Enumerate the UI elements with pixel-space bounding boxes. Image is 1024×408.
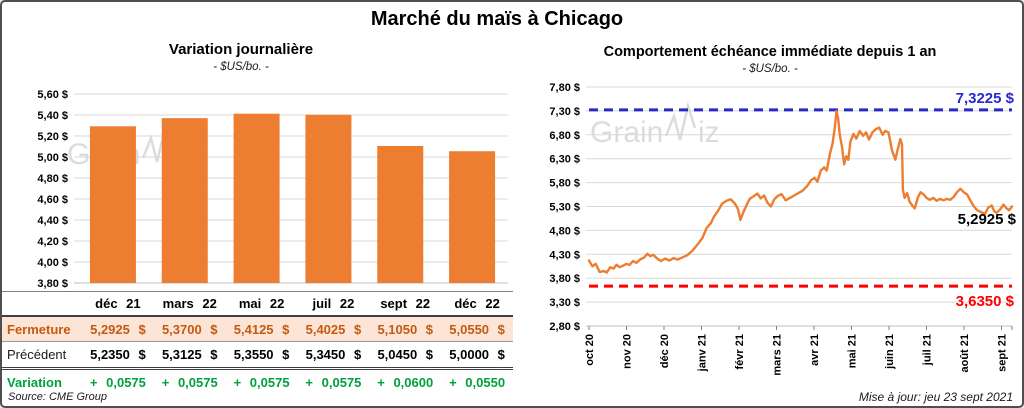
y-axis-tick-label: 6,30 $ [549,154,580,166]
y-axis-tick-label: 5,20 $ [37,131,68,143]
y-axis-tick-label: 7,80 $ [549,82,580,94]
y-axis-tick-label: 4,80 $ [37,173,68,185]
grainwiz-watermark: Grain iz [590,101,720,149]
bar-déc-22 [449,151,496,283]
table-cell: 5,0000 $ [449,347,505,362]
y-axis-tick-label: 4,40 $ [37,215,68,227]
table-cell: 5,0550 $ [449,321,505,337]
front-month-line-chart: 7,80 $ 7,30 $ 6,80 $ 6,30 $ 5,80 $ 5,30 $ 4,80… [549,82,1017,376]
table-cell: 5,3700 $ [161,321,218,337]
table-cell: + 0,0575 [233,375,290,390]
table-cell: 5,2925 $ [90,321,146,337]
table-cell: 5,0450 $ [377,347,434,362]
high-reference-label: 7,3225 $ [956,90,1015,107]
y-axis-tick-label: 4,80 $ [549,225,580,237]
watermark-text-left: Grain [590,116,663,149]
table-cell: 5,1050 $ [377,321,434,337]
bar-chart-title: Variation journalière [168,41,314,58]
line-chart-subtitle: - $US/bo. - [742,63,798,75]
x-axis-month-label: janv 21 [697,334,709,372]
y-axis-tick-label: 3,30 $ [549,297,580,309]
table-cell: + 0,0550 [449,375,506,390]
y-axis-tick-label: 4,20 $ [37,236,68,248]
table-row-precedent: Précédent 5,2350 $ 5,3125 $ 5,3550 $ 5,3450 … [2,342,513,370]
y-axis-tick-label: 5,80 $ [549,178,580,190]
x-axis-month-label: juin 21 [884,334,896,370]
update-note: Mise à jour: jeu 23 sept 2021 [858,390,1013,404]
table-row-fermeture: Fermeture 5,2925 $ 5,3700 $ 5,4125 $ 5,4025 … [2,317,513,342]
table-cell: 5,4125 $ [233,321,290,337]
watermark-zigzag-icon [664,101,697,141]
row-label: Fermeture [7,321,71,337]
x-axis-month-label: mars 21 [772,334,784,376]
y-axis-tick-label: 4,00 $ [37,257,68,269]
y-axis-tick-label: 5,40 $ [37,110,68,122]
x-axis-month-label: févr 21 [734,334,746,369]
x-axis-month-label: mai 21 [847,334,859,368]
table-cell: + 0,0575 [89,375,146,390]
bar-sept-22 [377,145,424,283]
y-axis-tick-label: 7,30 $ [549,106,580,118]
bar-mai-22 [233,113,280,283]
table-cell: 5,3125 $ [161,347,218,362]
low-reference-label: 3,6350 $ [956,293,1015,310]
y-axis-tick-label: 3,80 $ [37,278,68,290]
y-axis-tick-label: 3,80 $ [549,273,580,285]
y-axis-tick-label: 4,30 $ [549,249,580,261]
x-axis-month-label: août 21 [959,334,971,373]
daily-variation-bar-chart: 5,60 $ 5,40 $ 5,20 $ 5,00 $ 4,80 $ 4,60 $ 4,40… [37,89,508,290]
line-chart-title: Comportement échéance immédiate depuis 1… [603,44,937,60]
y-axis-tick-label: 5,60 $ [37,89,68,101]
y-axis-tick-label: 5,00 $ [37,152,68,164]
row-label: Variation [7,375,62,390]
page-title: Marché du maïs à Chicago [370,8,624,30]
price-table: déc 21 mars 22 mai 22 juil 22 sept 22 déc 22 F… [2,291,513,395]
bar-juil-22 [305,114,352,283]
table-cell: + 0,0600 [377,375,434,390]
table-header-row: déc 21 mars 22 mai 22 juil 22 sept 22 déc 22 [2,292,513,317]
table-row-variation: Variation + 0,0575 + 0,0575 + 0,0575 + 0,057… [2,370,513,395]
price-series-line [587,109,1014,274]
x-axis-month-label: sept 21 [997,334,1009,372]
x-axis-month-label: déc 20 [659,334,671,368]
y-axis-tick-label: 5,30 $ [549,202,580,214]
table-cell: 5,3550 $ [233,347,290,362]
table-cell: mars 22 [162,296,217,311]
watermark-text-right: iz [698,116,720,149]
table-cell: déc 22 [454,296,500,311]
x-axis-month-label: avr 21 [809,334,821,366]
bar-chart-subtitle: - $US/bo. - [213,61,269,73]
table-cell: 5,3450 $ [305,347,362,362]
table-cell: mai 22 [238,296,285,311]
table-cell: + 0,0575 [305,375,362,390]
y-axis-tick-label: 6,80 $ [549,130,580,142]
last-price-label: 5,2925 $ [958,211,1017,228]
x-axis-month-label: juil 21 [922,334,934,366]
bar-déc-21 [89,126,136,283]
table-cell: déc 21 [95,296,141,311]
table-cell: sept 22 [380,296,431,311]
table-cell: + 0,0575 [161,375,218,390]
x-axis-month-label: oct 20 [584,334,596,366]
y-axis-tick-label: 4,60 $ [37,194,68,206]
table-source: Source: CME Group [8,391,108,403]
row-label: Précédent [7,347,67,362]
x-axis-month-label: nov 20 [622,334,634,369]
y-axis-tick-label: 2,80 $ [549,321,580,333]
table-cell: 5,2350 $ [90,347,146,362]
table-cell: juil 22 [312,296,355,311]
table-cell: 5,4025 $ [305,321,362,337]
bar-mars-22 [161,118,208,284]
